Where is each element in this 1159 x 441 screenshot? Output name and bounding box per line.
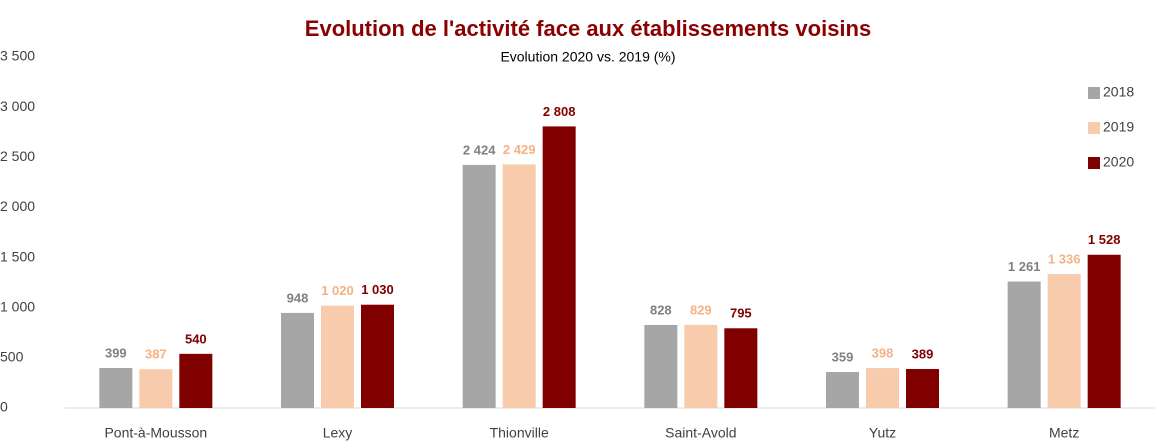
bar [866,368,899,408]
bar [281,312,314,408]
legend-label: 2019 [1103,119,1134,135]
bar [826,371,859,408]
bar [542,126,576,409]
x-tick-label: Saint-Avold [665,425,736,441]
value-label: 1 336 [1048,251,1081,266]
value-label: 828 [650,302,672,317]
bar [502,164,536,408]
value-label: 359 [832,349,854,364]
bar [1087,254,1121,408]
chart-subtitle: Evolution 2020 vs. 2019 (%) [500,49,675,65]
value-label: 387 [145,347,167,362]
value-label: 389 [912,346,934,361]
value-label: 795 [730,306,752,321]
value-label: 1 261 [1008,259,1041,274]
value-label: 948 [287,290,309,305]
y-tick-label: 1 500 [0,248,35,264]
x-tick-label: Lexy [323,425,353,441]
bar [644,324,678,408]
value-label: 540 [185,331,207,346]
x-tick-label: Pont-à-Mousson [104,425,207,441]
x-tick-label: Thionville [490,425,549,441]
bar [462,164,496,408]
y-tick-label: 0 [0,399,8,415]
y-tick-label: 3 000 [0,98,35,114]
value-label: 398 [872,346,894,361]
bar [906,368,939,408]
y-tick-label: 2 500 [0,148,35,164]
bar [724,328,758,408]
x-tick-label: Metz [1049,425,1079,441]
value-label: 2 429 [503,142,536,157]
bar [321,305,354,408]
value-label: 2 424 [463,142,496,157]
bar [1007,281,1041,408]
legend-swatch [1088,87,1100,99]
value-label: 399 [105,345,127,360]
value-label: 1 528 [1088,232,1121,247]
bar [99,367,133,408]
y-tick-label: 3 500 [0,48,35,64]
bar [684,324,718,408]
bar [1047,274,1081,408]
chart-title: Evolution de l'activité face aux établis… [305,16,871,41]
x-tick-label: Yutz [869,425,896,441]
value-label: 1 020 [321,283,354,298]
value-label: 829 [690,302,712,317]
legend-swatch [1088,122,1100,134]
bar [179,353,213,408]
y-tick-label: 500 [0,349,24,365]
y-tick-label: 1 000 [0,298,35,314]
legend-label: 2020 [1103,154,1134,170]
value-label: 1 030 [361,282,394,297]
bar [361,304,394,408]
value-label: 2 808 [543,104,576,119]
legend-swatch [1088,157,1100,169]
legend-label: 2018 [1103,84,1134,100]
y-tick-label: 2 000 [0,198,35,214]
bar [139,369,173,408]
